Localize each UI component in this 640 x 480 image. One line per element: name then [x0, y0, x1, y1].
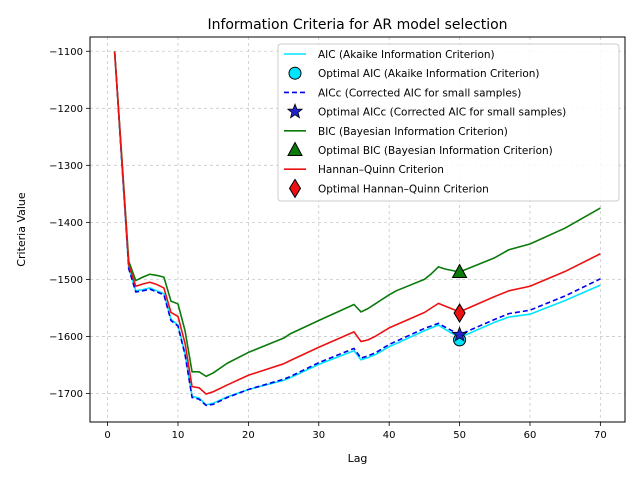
y-axis: −1700 −1600 −1500 −1400 −1300 −1200 −1100 [49, 47, 90, 400]
legend-label: AICc (Corrected AIC for small samples) [318, 87, 521, 99]
legend-label: AIC (Akaike Information Criterion) [318, 49, 495, 61]
series-line-1 [113, 51, 601, 407]
legend-label: Optimal AIC (Akaike Information Criterio… [318, 68, 540, 80]
x-tick-label: 0 [104, 430, 110, 441]
x-tick-label: 20 [242, 430, 255, 441]
y-tick-label: −1700 [49, 389, 83, 400]
x-tick-label: 50 [453, 430, 466, 441]
series-line-2 [113, 51, 601, 378]
legend-marker-triangle [287, 141, 303, 156]
legend-label: BIC (Bayesian Information Criterion) [318, 126, 508, 138]
y-tick-label: −1200 [49, 104, 83, 115]
series-line-3 [113, 51, 601, 395]
y-tick-label: −1300 [49, 161, 83, 172]
legend: AIC (Akaike Information Criterion) Optima… [277, 43, 620, 202]
optimal-marker-triangle [451, 263, 468, 278]
x-tick-label: 40 [383, 430, 396, 441]
y-axis-label: Criteria Value [15, 192, 28, 267]
legend-label: Optimal BIC (Bayesian Information Criter… [318, 145, 553, 157]
legend-marker-circle [288, 66, 302, 80]
x-tick-label: 30 [312, 430, 325, 441]
x-tick-label: 10 [172, 430, 185, 441]
x-axis-label: Lag [348, 452, 368, 465]
legend-items: AIC (Akaike Information Criterion) Optima… [284, 49, 566, 199]
legend-marker-diamond [288, 178, 302, 199]
x-tick-label: 60 [524, 430, 537, 441]
y-tick-label: −1500 [49, 275, 83, 286]
legend-box [277, 43, 620, 202]
legend-label: Optimal AICc (Corrected AIC for small sa… [318, 107, 566, 119]
legend-label: Hannan–Quinn Criterion [318, 164, 444, 176]
legend-label: Optimal Hannan–Quinn Criterion [318, 183, 489, 195]
optimal-marker-star [451, 326, 468, 342]
legend-marker-star [286, 102, 304, 119]
y-tick-label: −1600 [49, 332, 83, 343]
chart-title: Information Criteria for AR model select… [207, 17, 507, 33]
y-tick-label: −1100 [49, 47, 83, 58]
optimal-marker-diamond [453, 303, 466, 324]
plot-frame [89, 36, 626, 423]
optimal-markers-layer [451, 263, 468, 347]
x-axis: 0 10 20 30 40 50 60 70 [104, 422, 607, 441]
x-tick-label: 70 [594, 430, 607, 441]
series-layer [113, 51, 601, 407]
y-tick-label: −1400 [49, 218, 83, 229]
